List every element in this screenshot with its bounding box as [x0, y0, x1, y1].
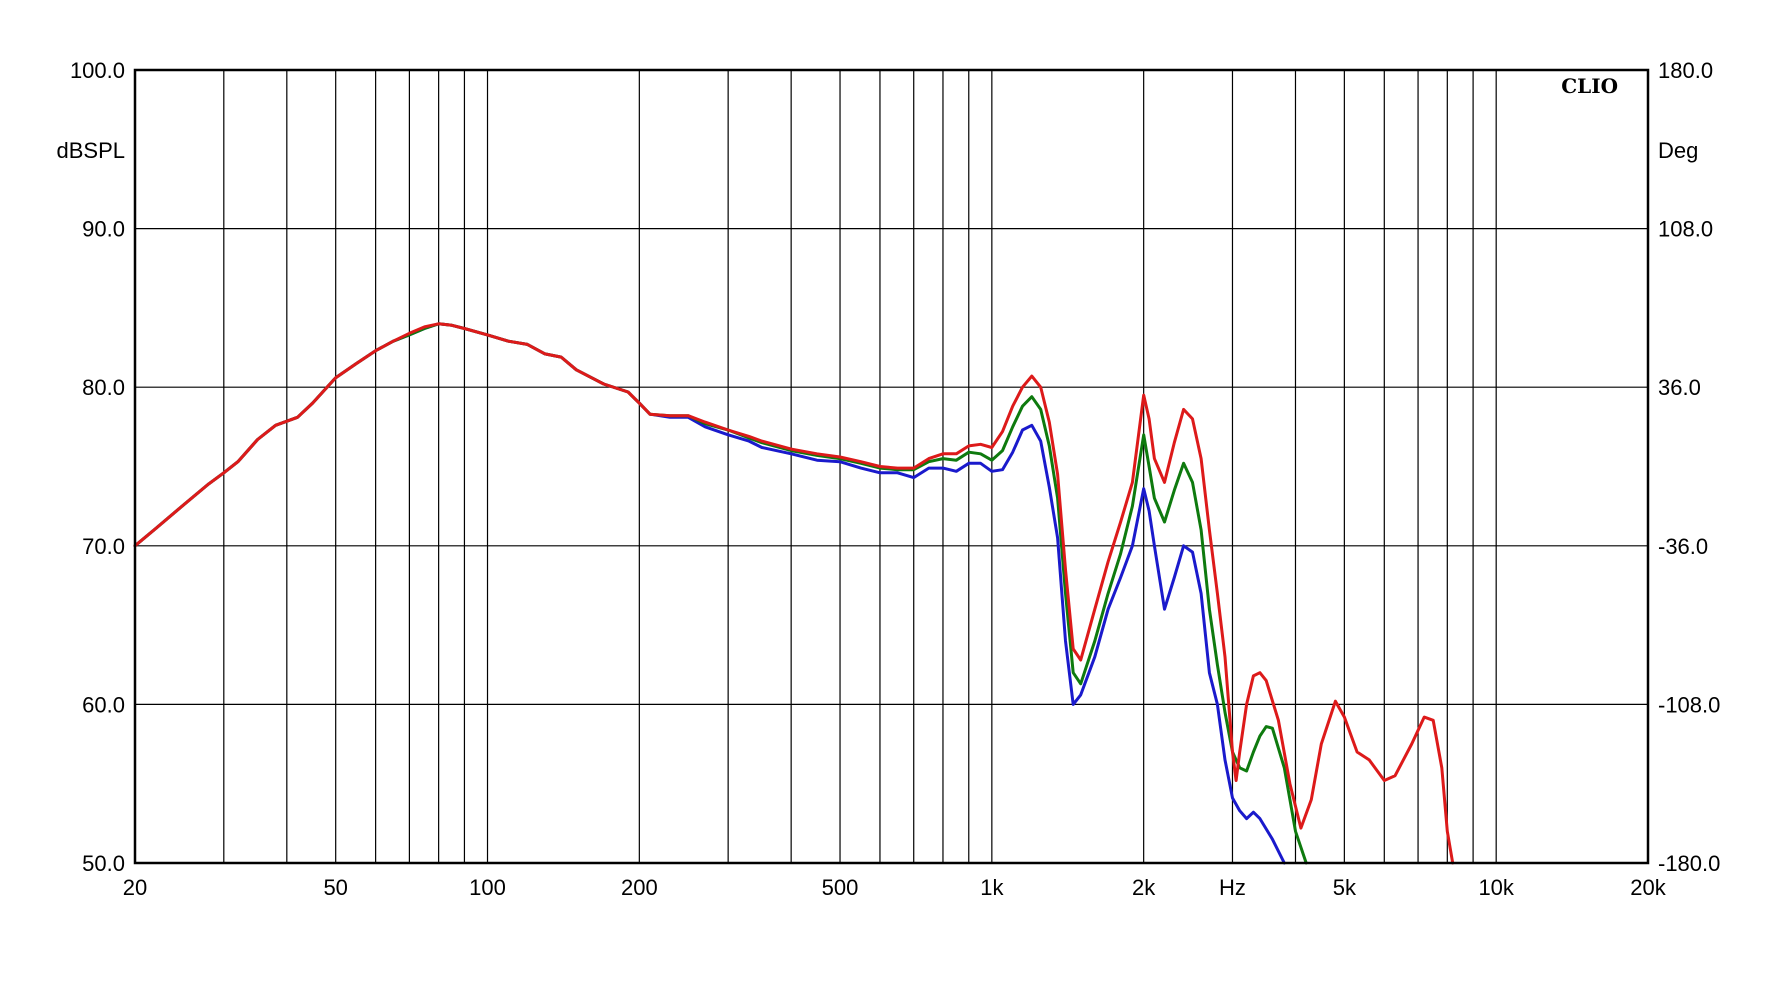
- x-tick-label: 5k: [1333, 875, 1357, 900]
- y-right-tick-label: 180.0: [1658, 58, 1713, 83]
- x-tick-label: 200: [621, 875, 658, 900]
- y-right-tick-label: -180.0: [1658, 851, 1720, 876]
- y-right-tick-label: 108.0: [1658, 217, 1713, 242]
- y-left-tick-label: 100.0: [70, 58, 125, 83]
- x-tick-label: Hz: [1219, 875, 1246, 900]
- series-curves: [133, 322, 1455, 865]
- x-tick-label: 20k: [1630, 875, 1666, 900]
- x-tick-label: 2k: [1132, 875, 1156, 900]
- x-tick-label: 20: [123, 875, 147, 900]
- y-right-tick-label: 36.0: [1658, 375, 1701, 400]
- y-right-unit-label: Deg: [1658, 138, 1698, 163]
- x-tick-label: 10k: [1478, 875, 1514, 900]
- clio-logo-text: CLIO: [1561, 74, 1618, 98]
- x-tick-label: 500: [822, 875, 859, 900]
- x-tick-label: 1k: [980, 875, 1004, 900]
- y-left-tick-label: 80.0: [82, 375, 125, 400]
- y-left-tick-label: 60.0: [82, 692, 125, 717]
- series-line-1: [133, 322, 1286, 865]
- series-line-3: [133, 322, 1455, 865]
- y-right-tick-label: -36.0: [1658, 534, 1708, 559]
- plot-frame: [133, 68, 1650, 865]
- y-left-tick-label: 70.0: [82, 534, 125, 559]
- x-tick-label: 50: [323, 875, 347, 900]
- y-right-tick-label: -108.0: [1658, 692, 1720, 717]
- y-left-unit-label: dBSPL: [57, 138, 126, 163]
- axis-labels: dBSPL Deg CLIO 100.0 90.0 80.0 70.0 60.0 50.0…: [57, 58, 1721, 900]
- y-left-tick-label: 90.0: [82, 217, 125, 242]
- y-left-tick-label: 50.0: [82, 851, 125, 876]
- x-tick-label: 100: [469, 875, 506, 900]
